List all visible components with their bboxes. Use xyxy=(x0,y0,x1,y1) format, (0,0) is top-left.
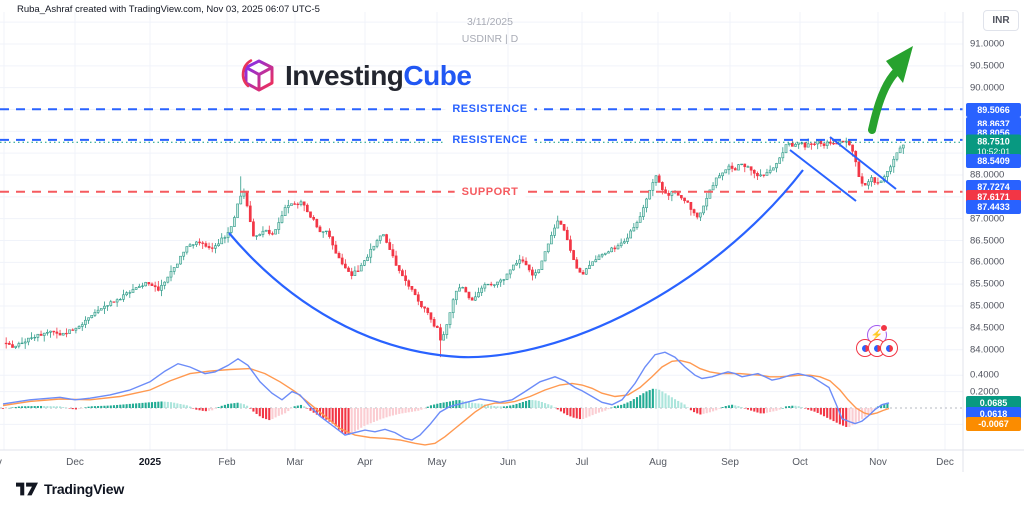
resistance-2-label[interactable]: RESISTENCE xyxy=(445,133,535,146)
price-badge: 87.4433 xyxy=(966,199,1021,214)
price-badge: -0.0067 xyxy=(966,416,1021,431)
breakout-arrow-head xyxy=(886,46,913,83)
reaction-emoji-markers[interactable] xyxy=(856,339,898,357)
time-tick-label: Sep xyxy=(721,457,739,468)
time-tick-label: Feb xyxy=(218,457,236,468)
time-tick-label: Nov xyxy=(0,457,2,468)
time-tick-label: Jul xyxy=(575,457,589,468)
time-tick-label: 2025 xyxy=(138,457,162,468)
time-tick-label: Dec xyxy=(66,457,84,468)
candlestick-series xyxy=(4,137,905,358)
price-tick-label: 91.0000 xyxy=(970,38,1005,50)
notification-dot xyxy=(880,324,888,332)
reaction-icon xyxy=(880,339,898,357)
price-tick-label: 87.0000 xyxy=(970,213,1005,225)
price-tick-label: 85.5000 xyxy=(970,278,1005,290)
indicator-tick-label: 0.2000 xyxy=(970,386,1000,398)
price-tick-label: 84.0000 xyxy=(970,344,1005,356)
price-badge: 88.7510 10:52:01 xyxy=(966,134,1021,158)
price-tick-label: 90.0000 xyxy=(970,82,1005,94)
macd-histogram xyxy=(1,388,889,435)
watermark-symbol: USDINR | D xyxy=(461,33,519,45)
handle-trendline-1[interactable] xyxy=(789,149,857,202)
time-tick-label: Nov xyxy=(869,457,887,468)
time-tick-label: Oct xyxy=(792,457,808,468)
handle-trendline-2[interactable] xyxy=(829,136,897,190)
macd-signal-line xyxy=(2,359,890,446)
time-tick-label: Aug xyxy=(649,457,667,468)
price-badge: 89.5066 xyxy=(966,103,1021,117)
breakout-arrow-shaft[interactable] xyxy=(868,68,900,134)
price-tick-label: 86.5000 xyxy=(970,235,1005,246)
resistance-1-label[interactable]: RESISTENCE xyxy=(445,103,535,116)
watermark-date: 3/11/2025 xyxy=(467,16,513,28)
investingcube-logo: InvestingCube xyxy=(240,57,472,95)
currency-selector[interactable]: INR xyxy=(983,10,1019,31)
price-badge: 88.5409 xyxy=(966,153,1021,168)
countdown-timer: 10:52:01 xyxy=(976,146,1011,157)
support-label[interactable]: SUPPORT xyxy=(454,185,526,198)
tradingview-wordmark: TradingView xyxy=(44,481,125,497)
tradingview-footer-logo[interactable]: TradingView xyxy=(16,481,124,497)
time-tick-label: Jun xyxy=(499,457,517,468)
price-tick-label: 88.0000 xyxy=(970,169,1005,181)
investingcube-cube-icon xyxy=(241,59,274,92)
time-tick-label: Apr xyxy=(357,457,373,468)
time-tick-label: Mar xyxy=(286,457,304,468)
macd-line xyxy=(2,351,890,441)
tradingview-icon xyxy=(16,482,38,496)
cup-curve[interactable] xyxy=(228,169,804,359)
symbol-watermark: 3/11/2025 USDINR | D xyxy=(430,14,550,48)
time-tick-label: Dec xyxy=(936,457,954,468)
price-tick-label: 86.0000 xyxy=(970,256,1005,268)
price-tick-label: 85.0000 xyxy=(970,300,1005,312)
price-tick-label: 84.5000 xyxy=(970,322,1005,334)
indicator-tick-label: 0.4000 xyxy=(970,369,1000,381)
investingcube-wordmark: InvestingCube xyxy=(285,60,472,91)
attribution-text: Ruba_Ashraf created with TradingView.com… xyxy=(17,4,320,15)
time-tick-label: May xyxy=(427,457,447,468)
price-tick-label: 90.5000 xyxy=(970,60,1005,72)
